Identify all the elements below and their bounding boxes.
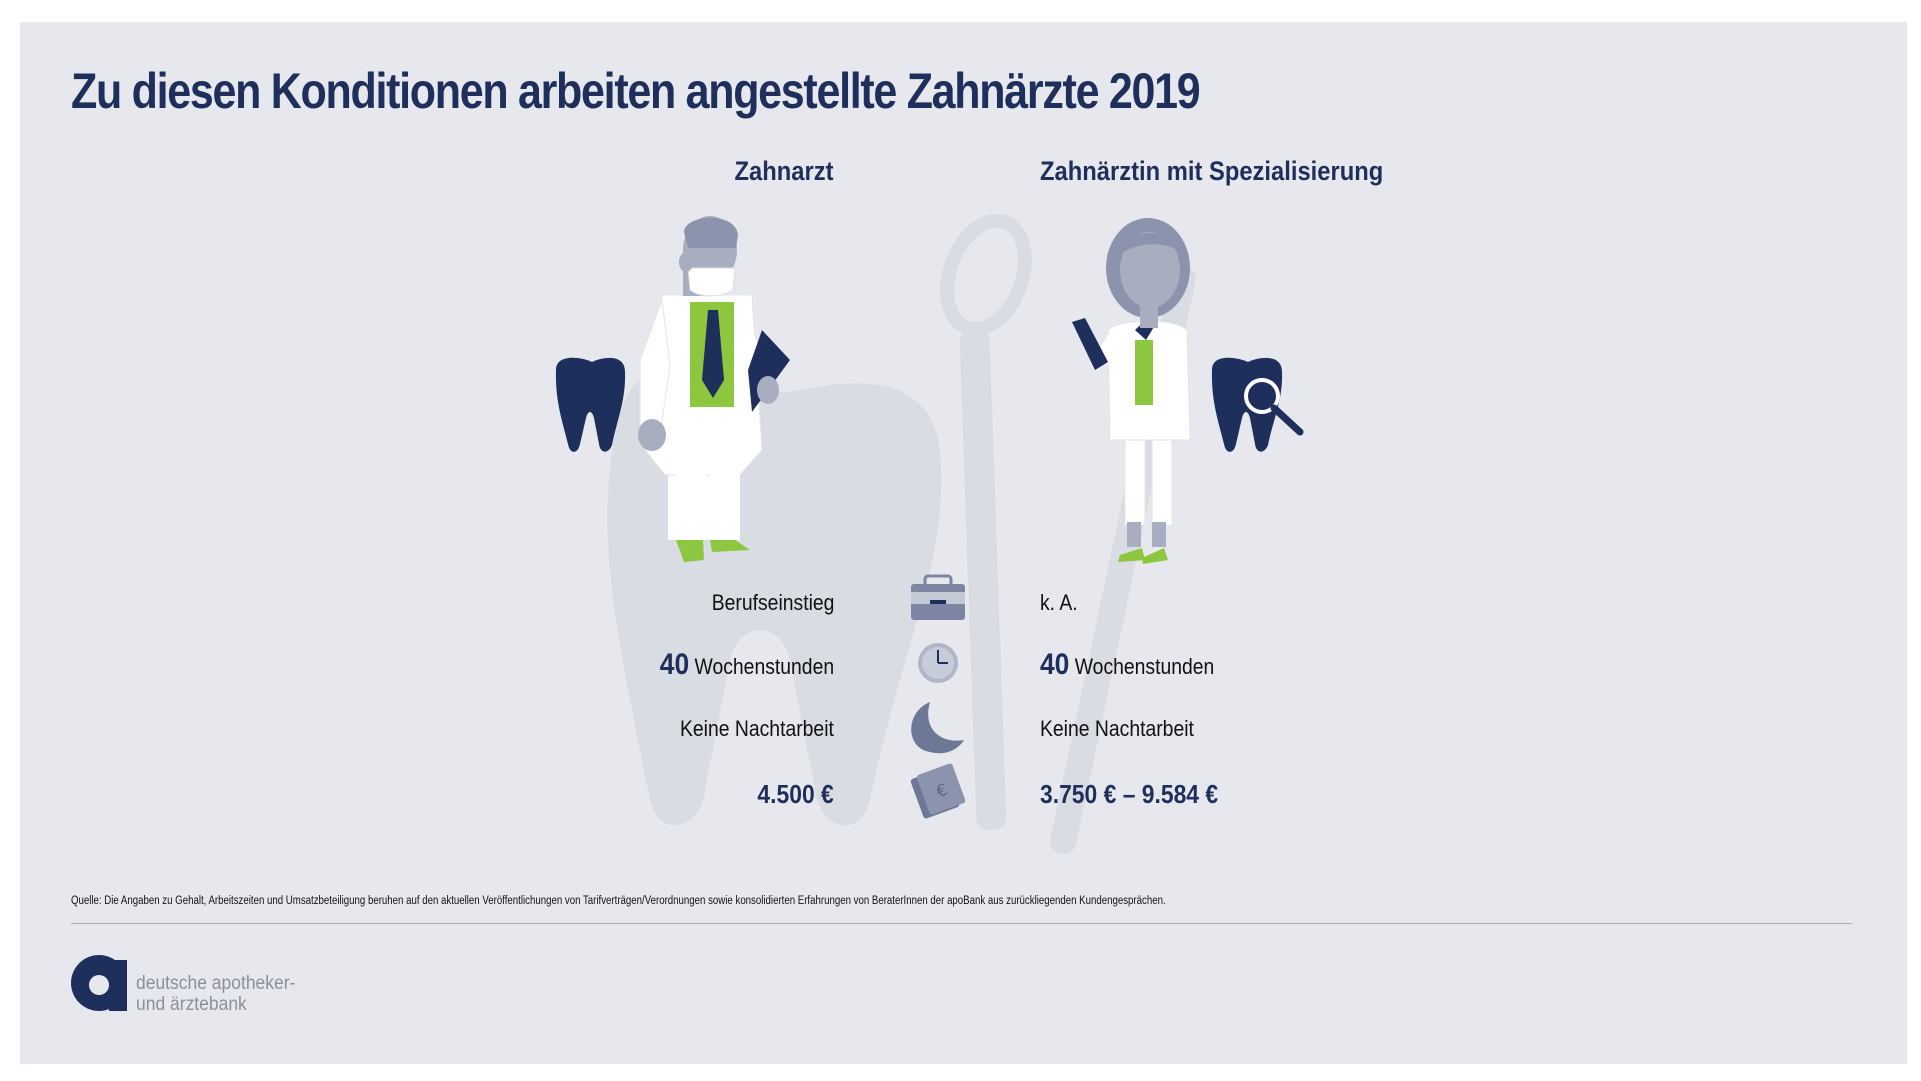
brand-name: deutsche apotheker- und ärztebank xyxy=(136,973,296,1015)
tooth-magnifier-icon xyxy=(1211,357,1304,452)
infographic-panel xyxy=(20,22,1907,1064)
column-heading-left: Zahnarzt xyxy=(734,156,834,186)
clock-icon xyxy=(918,643,958,683)
hours-right: 40 Wochenstunden xyxy=(1040,648,1214,682)
salary-left: 4.500 € xyxy=(757,779,834,809)
entry-right: k. A. xyxy=(1040,590,1078,615)
page-title: Zu diesen Konditionen arbeiten angestell… xyxy=(71,63,1201,119)
female-dentist-figure xyxy=(1072,218,1191,564)
source-note: Quelle: Die Angaben zu Gehalt, Arbeitsze… xyxy=(71,895,1166,907)
brand-logo-icon xyxy=(71,955,127,1011)
hours-left-unit: Wochenstunden xyxy=(694,654,834,679)
divider xyxy=(71,923,1852,924)
column-heading-right: Zahnärztin mit Spezialisierung xyxy=(1040,156,1384,186)
hours-left: 40 Wochenstunden xyxy=(660,648,834,682)
money-icon: € xyxy=(910,763,966,819)
salary-right: 3.750 € – 9.584 € xyxy=(1040,779,1219,809)
entry-left: Berufseinstieg xyxy=(711,590,834,615)
hours-right-number: 40 xyxy=(1040,648,1070,681)
night-left: Keine Nachtarbeit xyxy=(680,716,834,741)
briefcase-icon xyxy=(911,574,965,620)
moon-icon xyxy=(911,702,964,754)
night-right: Keine Nachtarbeit xyxy=(1040,716,1194,741)
hours-right-unit: Wochenstunden xyxy=(1074,654,1215,679)
hours-left-number: 40 xyxy=(659,648,690,681)
male-dentist-figure xyxy=(638,216,790,562)
tooth-icon xyxy=(555,357,626,452)
